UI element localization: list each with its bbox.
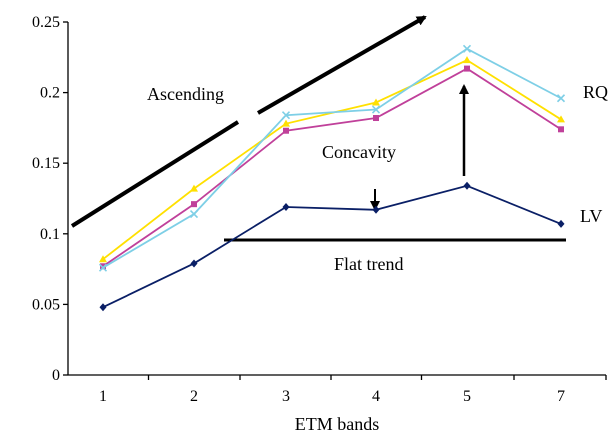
data-point <box>98 263 108 272</box>
series-cyan <box>98 44 566 272</box>
x-tick-label: 1 <box>99 388 107 405</box>
y-tick-label: 0 <box>52 367 60 384</box>
series-navy <box>99 181 565 312</box>
axes <box>67 22 606 376</box>
x-tick-label: 4 <box>372 388 380 405</box>
y-tick-label: 0.05 <box>32 296 60 313</box>
data-point <box>190 259 198 268</box>
data-point <box>372 98 380 106</box>
data-point <box>463 56 471 64</box>
annotation-rq: RQ <box>583 82 608 102</box>
y-ticks: 0 0.05 0.1 0.15 0.2 0.25 <box>32 14 68 384</box>
y-tick-label: 0.2 <box>40 85 60 102</box>
data-point <box>189 209 199 219</box>
data-point <box>99 303 107 312</box>
data-point <box>558 126 564 133</box>
data-point <box>190 184 198 192</box>
data-point <box>557 115 565 123</box>
data-point <box>99 255 107 263</box>
annotation-ascending: Ascending <box>147 84 224 104</box>
series-line <box>102 67 562 268</box>
ascending-arrow-upper <box>257 15 427 115</box>
data-point <box>372 205 380 214</box>
data-point <box>282 119 290 127</box>
y-tick-label: 0.1 <box>40 226 60 243</box>
series-line <box>102 47 562 269</box>
data-point <box>464 65 470 72</box>
x-tick-label: 7 <box>557 388 565 405</box>
x-axis-title: ETM bands <box>295 414 380 434</box>
data-point <box>373 115 379 122</box>
series-layer <box>98 44 566 312</box>
data-point <box>282 202 290 211</box>
y-tick-label: 0.25 <box>32 14 60 31</box>
annotation-concavity: Concavity <box>322 142 396 162</box>
data-point <box>463 181 471 190</box>
data-point <box>371 105 381 114</box>
data-point <box>100 263 106 270</box>
data-point <box>556 94 566 103</box>
x-tick-label: 5 <box>463 388 471 405</box>
data-point <box>283 127 289 134</box>
series-line <box>102 184 562 309</box>
annotation-lv: LV <box>580 206 602 226</box>
ascending-arrow-lower <box>70 120 240 228</box>
data-point <box>557 219 565 228</box>
x-tick-label: 3 <box>282 388 290 405</box>
annotation-flat-trend: Flat trend <box>334 254 404 274</box>
series-magenta <box>100 65 564 270</box>
x-ticks: 1 2 3 4 5 7 <box>99 375 607 405</box>
data-point <box>281 111 291 120</box>
y-tick-label: 0.15 <box>32 155 60 172</box>
data-point <box>191 201 197 208</box>
x-tick-label: 2 <box>190 388 198 405</box>
annotation-marks <box>70 15 566 242</box>
flat-trend-label-bg <box>312 246 422 272</box>
data-point <box>462 44 472 53</box>
